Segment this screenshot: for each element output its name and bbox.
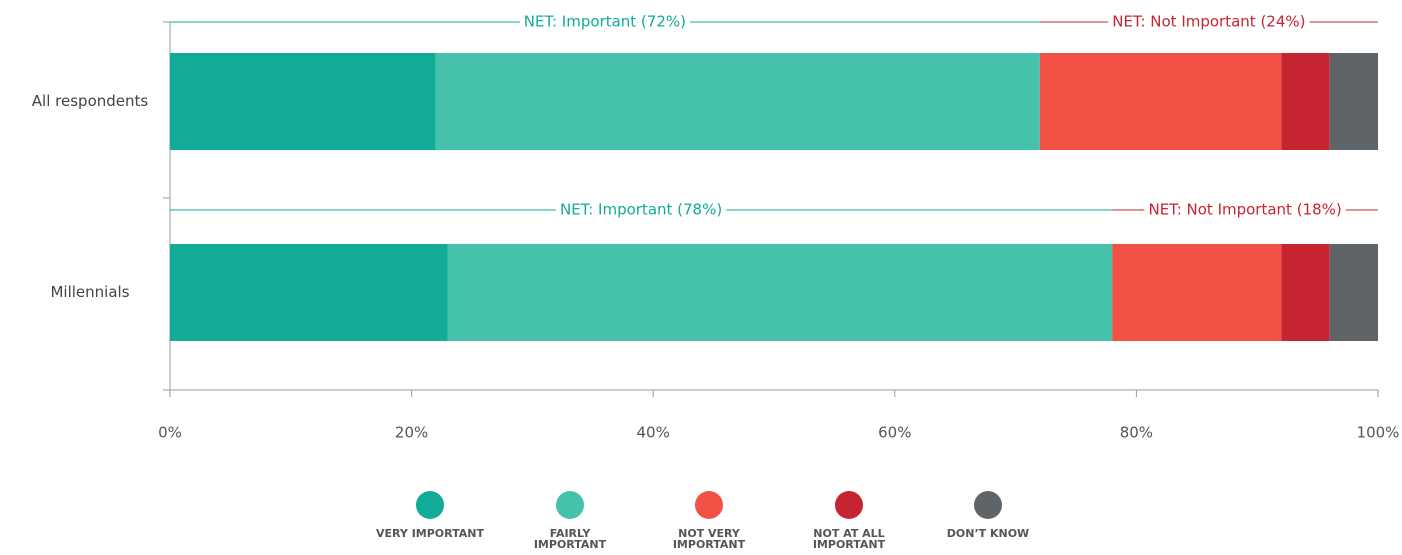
legend-swatch (556, 491, 584, 519)
x-tick-label: 100% (1357, 424, 1400, 442)
legend-swatch (695, 491, 723, 519)
bar-segment (170, 53, 436, 150)
net-label: NET: Not Important (24%) (1112, 13, 1305, 31)
net-label-bg (556, 200, 727, 219)
net-label-bg (1144, 200, 1346, 219)
bar-segment (435, 53, 1040, 150)
net-label: NET: Important (72%) (524, 13, 686, 31)
bar-segment (447, 244, 1113, 341)
bar-segment (1039, 53, 1282, 150)
bar-segment (1329, 53, 1378, 150)
category-label: Millennials (50, 282, 130, 301)
x-tick-label: 0% (158, 424, 182, 442)
net-label: NET: Important (78%) (560, 201, 722, 219)
x-tick-label: 20% (395, 424, 428, 442)
bar-segment (170, 244, 448, 341)
bar-segment (1281, 244, 1330, 341)
legend-swatch (974, 491, 1002, 519)
x-tick-label: 80% (1120, 424, 1153, 442)
legend-swatch (416, 491, 444, 519)
x-tick-label: 60% (878, 424, 911, 442)
x-tick-label: 40% (637, 424, 670, 442)
legend-label: NOT AT ALL IMPORTANT (812, 527, 886, 551)
legend-label: DON’T KNOW (946, 527, 1030, 540)
net-label: NET: Not Important (18%) (1148, 201, 1341, 219)
net-label-bg (519, 12, 690, 31)
bar-segment (1329, 244, 1378, 341)
net-label-bg (1108, 12, 1310, 31)
legend-swatch (835, 491, 863, 519)
legend-label: FAIRLY IMPORTANT (533, 527, 607, 551)
bar-segment (1112, 244, 1282, 341)
legend-label: NOT VERY IMPORTANT (672, 527, 746, 551)
category-label: All respondents (31, 91, 149, 110)
bar-segment (1281, 53, 1330, 150)
legend-label: VERY IMPORTANT (376, 527, 484, 540)
